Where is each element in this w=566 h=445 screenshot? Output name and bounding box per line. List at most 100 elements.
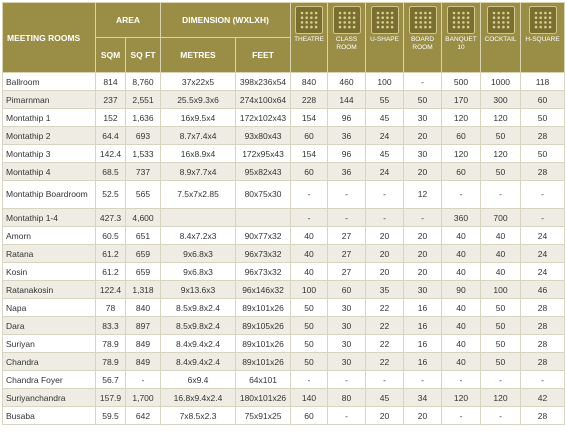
room-name: Amorn: [2, 226, 96, 245]
cell: 60: [441, 126, 482, 145]
cell: 398x236x54: [234, 72, 292, 91]
layout-label: THEATRE: [294, 36, 324, 43]
cell: 274x100x64: [234, 90, 292, 109]
cell: 89x101x26: [234, 298, 292, 317]
cell: 20: [403, 226, 443, 245]
cell: 16: [403, 298, 443, 317]
cell: 118: [520, 72, 566, 91]
cell: 30: [403, 280, 443, 299]
cell: 22: [365, 352, 405, 371]
cell: 24: [520, 226, 566, 245]
table-row: Dara 83.3 897 8.5x9.8x2.4 89x105x26 50 30 22 16 4…: [2, 316, 566, 335]
cell: 849: [125, 334, 161, 353]
cell: 80: [327, 388, 367, 407]
cell: 28: [520, 126, 566, 145]
cell: 120: [480, 108, 522, 127]
cell: -: [365, 180, 405, 209]
cell: 7x8.5x2.3: [160, 406, 236, 425]
cell: 100: [480, 280, 522, 299]
room-name: Montathip 4: [2, 162, 96, 181]
cell: 642: [125, 406, 161, 425]
cell: 78: [95, 298, 126, 317]
cell: 120: [480, 388, 522, 407]
cell: 40: [441, 226, 482, 245]
cell: 78.9: [95, 352, 126, 371]
cell: 20: [365, 244, 405, 263]
cell: 30: [327, 334, 367, 353]
cell: 500: [441, 72, 482, 91]
cell: -: [441, 180, 482, 209]
cell: 16x9.5x4: [160, 108, 236, 127]
room-name: Ratanakosin: [2, 280, 96, 299]
cell: 427.3: [95, 208, 126, 227]
cell: 16.8x9.4x2.4: [160, 388, 236, 407]
room-name: Pimarnman: [2, 90, 96, 109]
layout-label: BOARD ROOM: [410, 36, 435, 51]
cell: 80x75x30: [234, 180, 292, 209]
cell: 154: [290, 144, 329, 163]
cell: 75x91x25: [234, 406, 292, 425]
cell: -: [365, 208, 405, 227]
cell: -: [403, 370, 443, 389]
header-cell: SQM: [95, 37, 126, 73]
cell: -: [480, 370, 522, 389]
layout-header: THEATRE: [290, 2, 329, 73]
table-row: Montathip 1 152 1,636 16x9.5x4 172x102x43 154…: [2, 108, 566, 127]
cell: 64x101: [234, 370, 292, 389]
cell: 16: [403, 334, 443, 353]
cell: 96x73x32: [234, 244, 292, 263]
cell: 34: [403, 388, 443, 407]
cell: -: [290, 180, 329, 209]
cell: 50: [480, 162, 522, 181]
cell: 61.2: [95, 262, 126, 281]
cell: 1,318: [125, 280, 161, 299]
layout-icon: [408, 6, 437, 34]
cell: 9x6.8x3: [160, 244, 236, 263]
cell: 50: [290, 334, 329, 353]
table-row: Chandra Foyer 56.7-6x9.4 64x101- - - - - - -: [2, 370, 566, 389]
cell: -: [365, 370, 405, 389]
cell: 12: [403, 180, 443, 209]
cell: 60: [327, 280, 367, 299]
cell: -: [520, 208, 566, 227]
cell: 24: [365, 162, 405, 181]
cell: 144: [327, 90, 367, 109]
header-cell: AREA: [95, 2, 161, 38]
cell: 120: [480, 144, 522, 163]
cell: 30: [403, 144, 443, 163]
table-row: Montathip Boardroom 52.5 565 7.5x7x2.85 80x7…: [2, 180, 566, 209]
cell: 28: [520, 406, 566, 425]
cell: -: [520, 180, 566, 209]
cell: 95x82x43: [234, 162, 292, 181]
cell: 40: [441, 352, 482, 371]
cell: 96: [327, 108, 367, 127]
layout-icon: [332, 6, 361, 34]
room-name: Montathip 1-4: [2, 208, 96, 227]
cell: 120: [441, 388, 482, 407]
layout-header: BOARD ROOM: [403, 2, 443, 73]
cell: 83.3: [95, 316, 126, 335]
cell: 140: [290, 388, 329, 407]
cell: 28: [520, 298, 566, 317]
cell: 45: [365, 388, 405, 407]
cell: 154: [290, 108, 329, 127]
cell: 120: [441, 144, 482, 163]
cell: 40: [441, 298, 482, 317]
cell: 8.5x9.8x2.4: [160, 298, 236, 317]
cell: -: [441, 370, 482, 389]
cell: -: [403, 72, 443, 91]
room-name: Busaba: [2, 406, 96, 425]
cell: 52.5: [95, 180, 126, 209]
meeting-rooms-table: MEETING ROOMS AREA DIMENSION (WXLXH) THE…: [2, 2, 566, 425]
cell: 814: [95, 72, 126, 91]
cell: 50: [290, 316, 329, 335]
cell: 360: [441, 208, 482, 227]
cell: 24: [520, 262, 566, 281]
cell: 300: [480, 90, 522, 109]
cell: 27: [327, 244, 367, 263]
cell: 45: [365, 108, 405, 127]
cell: 693: [125, 126, 161, 145]
table-row: Ratana 61.2 659 9x6.8x3 96x73x32 40 27 20 20 40 40…: [2, 244, 566, 263]
room-name: Napa: [2, 298, 96, 317]
cell: 60: [290, 126, 329, 145]
